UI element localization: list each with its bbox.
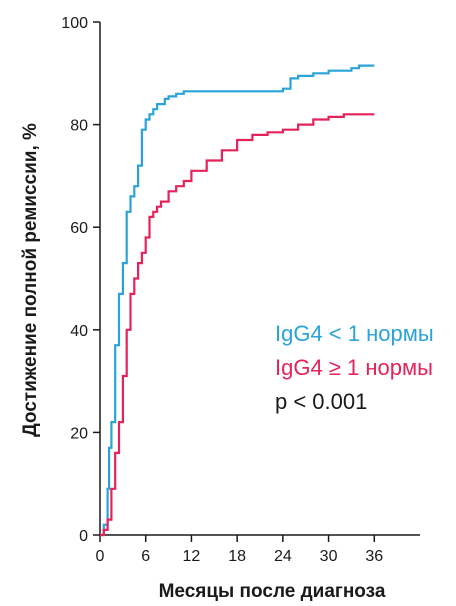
y-tick-label: 60	[70, 220, 88, 237]
legend-entry-series-1: IgG4 < 1 нормы	[275, 321, 434, 346]
y-axis-title: Достижение полной ремиссии, %	[20, 123, 41, 437]
y-tick-label: 80	[70, 118, 88, 135]
legend-entry-series-2: IgG4 ≥ 1 нормы	[275, 355, 433, 380]
y-tick-label: 0	[79, 528, 88, 545]
x-tick-label: 18	[228, 548, 246, 565]
series-line-1	[100, 64, 375, 537]
y-tick-label: 20	[70, 425, 88, 442]
y-tick-label: 100	[61, 15, 88, 32]
series-line-2	[100, 113, 375, 537]
x-tick-label: 12	[183, 548, 201, 565]
x-tick-label: 36	[365, 548, 383, 565]
x-tick-label: 0	[96, 548, 105, 565]
p-value-annotation: p < 0.001	[275, 389, 367, 414]
y-tick-label: 40	[70, 323, 88, 340]
x-tick-label: 24	[274, 548, 292, 565]
x-axis-title: Месяцы после диагноза	[159, 581, 386, 602]
x-tick-label: 6	[141, 548, 150, 565]
x-tick-label: 30	[320, 548, 338, 565]
